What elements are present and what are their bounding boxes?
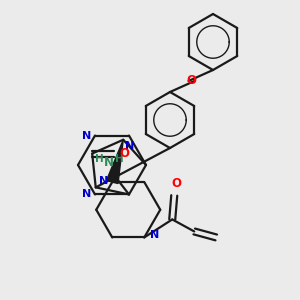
Text: O: O xyxy=(171,177,181,190)
Text: N: N xyxy=(104,156,114,169)
Text: N: N xyxy=(82,189,91,200)
Text: N: N xyxy=(82,130,91,141)
Text: N: N xyxy=(150,230,159,240)
Text: H: H xyxy=(115,154,123,164)
Text: N: N xyxy=(99,176,108,186)
Text: N: N xyxy=(124,141,134,151)
Text: O: O xyxy=(119,147,129,160)
Text: H: H xyxy=(94,154,103,164)
Polygon shape xyxy=(106,140,123,184)
Text: O: O xyxy=(187,74,196,88)
